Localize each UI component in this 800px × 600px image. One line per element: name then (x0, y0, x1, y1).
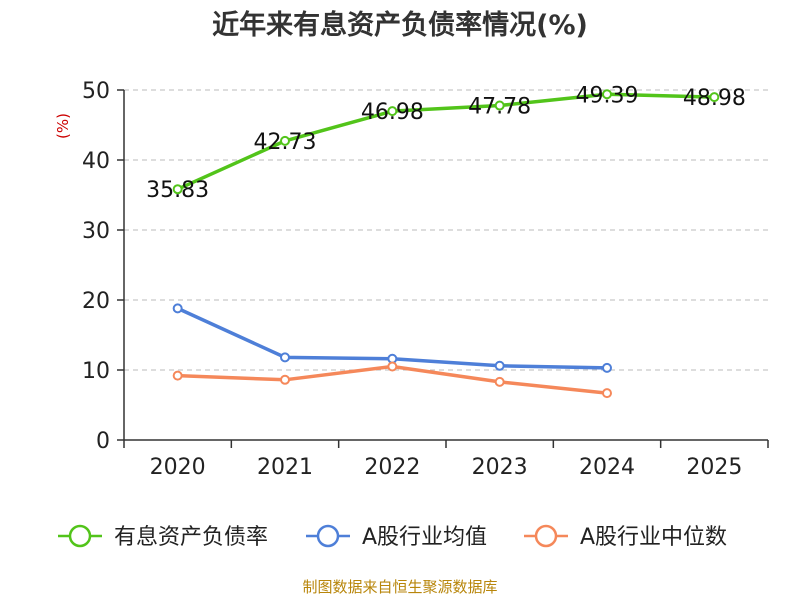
data-point (602, 388, 612, 399)
data-label: 47.78 (468, 95, 531, 120)
data-point (494, 360, 505, 371)
x-tick-label: 2024 (579, 455, 635, 480)
data-label: 46.98 (361, 100, 424, 125)
y-tick-label: 20 (82, 289, 110, 314)
data-point (280, 135, 290, 146)
data-point (709, 92, 720, 103)
data-point (387, 361, 398, 372)
legend-label: 有息资产负债率 (114, 525, 268, 550)
legend-marker (316, 524, 340, 548)
data-point (172, 370, 183, 381)
data-point (172, 303, 183, 314)
y-tick-label: 40 (82, 149, 110, 174)
series-line-0 (176, 92, 715, 191)
x-tick-label: 2023 (472, 455, 528, 480)
data-point (494, 376, 505, 387)
source-note: 制图数据来自恒生聚源数据库 (302, 578, 497, 596)
x-tick-label: 2020 (150, 455, 206, 480)
data-labels: 35.83 42.73 46.98 47.78 49.39 48.98 (146, 83, 746, 203)
legend-label: A股行业中位数 (580, 525, 727, 550)
y-tick-label: 30 (82, 219, 110, 244)
data-point (602, 362, 612, 373)
legend-marker (534, 524, 558, 548)
data-point (280, 374, 290, 385)
axes: 0 10 20 30 40 50 2020 2021 2022 2023 2024 2025 (82, 79, 769, 480)
data-point (602, 89, 612, 100)
data-label: 49.39 (576, 83, 639, 108)
data-point (280, 352, 290, 363)
series-layer (172, 89, 720, 399)
data-label: 35.83 (146, 178, 209, 203)
data-label: 42.73 (254, 130, 317, 155)
y-tick-label: 0 (96, 429, 110, 454)
data-point (387, 106, 398, 117)
data-point (172, 184, 183, 195)
y-tick-label: 10 (82, 359, 110, 384)
y-tick-label: 50 (82, 79, 110, 104)
x-tick-label: 2022 (364, 455, 420, 480)
y-axis-label: (%) (54, 113, 72, 139)
legend: 有息资产负债率 A股行业均值 A股行业中位数 (58, 524, 727, 550)
legend-marker (68, 524, 92, 548)
legend-label: A股行业均值 (362, 525, 487, 550)
data-point (494, 100, 505, 111)
chart-title: 近年来有息资产负债率情况(%) (212, 9, 588, 41)
x-tick-label: 2025 (686, 455, 742, 480)
x-tick-label: 2021 (257, 455, 313, 480)
data-label: 48.98 (683, 86, 746, 111)
